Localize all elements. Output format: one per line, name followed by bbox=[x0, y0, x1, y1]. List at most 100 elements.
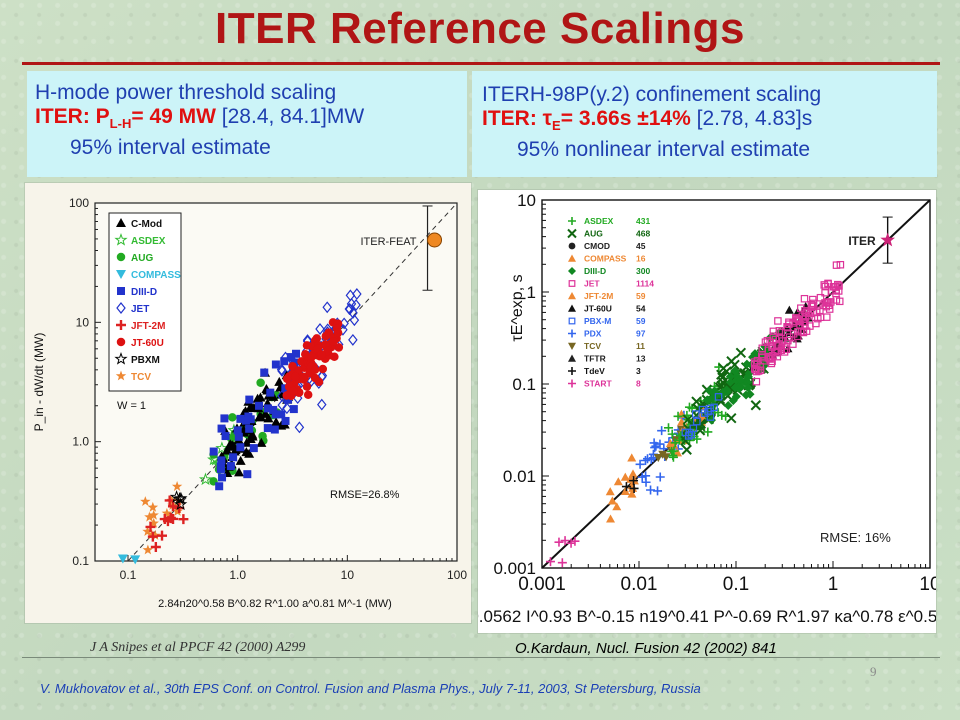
data-point bbox=[793, 314, 801, 323]
x-tick-label: 10 bbox=[919, 574, 936, 595]
data-point bbox=[715, 396, 727, 407]
legend-marker bbox=[568, 304, 576, 312]
threshold-iter-label: ITER: P bbox=[35, 105, 110, 128]
threshold-iter-value: = 49 MW bbox=[131, 105, 216, 128]
data-point bbox=[241, 416, 250, 425]
data-point bbox=[782, 345, 791, 354]
data-point bbox=[173, 497, 188, 511]
data-point bbox=[234, 467, 245, 477]
y-tick-label: 10 bbox=[517, 191, 536, 210]
data-point bbox=[669, 440, 679, 449]
legend-count: 3 bbox=[636, 366, 641, 376]
data-point bbox=[607, 496, 617, 505]
data-point bbox=[245, 395, 254, 404]
data-point bbox=[716, 369, 727, 380]
y-axis-label: P_in - dW/dt (MW) bbox=[32, 333, 46, 432]
legend-marker bbox=[568, 379, 576, 388]
data-point bbox=[288, 361, 297, 371]
legend-marker bbox=[116, 252, 126, 262]
data-point bbox=[714, 393, 723, 401]
data-point bbox=[813, 308, 821, 316]
data-point bbox=[301, 350, 310, 359]
data-point bbox=[130, 555, 141, 565]
data-point bbox=[271, 410, 280, 419]
legend-marker bbox=[568, 367, 576, 375]
data-point bbox=[754, 367, 763, 375]
data-point bbox=[620, 472, 630, 481]
data-point bbox=[333, 328, 343, 338]
data-point bbox=[774, 317, 782, 325]
data-point bbox=[266, 388, 275, 397]
data-point bbox=[217, 424, 226, 433]
data-point bbox=[271, 417, 282, 427]
data-point bbox=[178, 514, 189, 525]
data-point bbox=[209, 447, 218, 456]
legend: C-Mod ASDEX AUG COMPASS DIII-D JET JFT-2M JT-60… bbox=[108, 212, 182, 392]
data-point bbox=[725, 377, 735, 387]
data-point bbox=[821, 299, 829, 307]
data-point bbox=[229, 446, 240, 456]
data-point bbox=[745, 389, 755, 399]
data-point bbox=[707, 393, 717, 403]
data-point bbox=[318, 364, 328, 374]
x-tick-label: 0.1 bbox=[120, 568, 137, 582]
data-point bbox=[317, 398, 327, 411]
legend-marker bbox=[117, 287, 125, 295]
legend-label: ASDEX bbox=[131, 236, 166, 247]
data-point bbox=[640, 456, 650, 466]
threshold-iter-interval: [28.4, 84.1]MW bbox=[221, 105, 365, 128]
data-point bbox=[322, 301, 332, 314]
data-point bbox=[673, 411, 683, 421]
x-tick-label: 1 bbox=[828, 574, 839, 595]
data-point bbox=[284, 395, 293, 404]
data-point bbox=[635, 459, 645, 469]
data-point bbox=[621, 482, 631, 492]
data-point bbox=[282, 391, 291, 400]
confinement-iter-tau: τ bbox=[542, 107, 553, 130]
data-point bbox=[554, 537, 564, 547]
data-point bbox=[289, 386, 298, 396]
data-point bbox=[743, 377, 753, 387]
footer-reference: V. Mukhovatov et al., 30th EPS Conf. on … bbox=[40, 681, 701, 696]
data-point bbox=[755, 349, 765, 359]
confinement-iter-line: ITER: τE= 3.66s ±14% [2.78, 4.83]s bbox=[482, 107, 937, 138]
legend-label: COMPASS bbox=[131, 270, 181, 281]
threshold-interval-note: 95% interval estimate bbox=[70, 136, 271, 160]
data-point bbox=[812, 319, 820, 328]
data-point bbox=[797, 304, 805, 312]
data-point bbox=[653, 486, 663, 496]
legend-count: 45 bbox=[636, 241, 646, 251]
data-point bbox=[773, 352, 782, 361]
legend-marker bbox=[568, 317, 576, 325]
legend-marker bbox=[116, 320, 126, 330]
legend-label: JFT-2M bbox=[584, 291, 613, 301]
threshold-iter-line: ITER: PL-H= 49 MW [28.4, 84.1]MW bbox=[35, 105, 467, 136]
legend-label: JT-60U bbox=[584, 304, 612, 314]
legend-label: AUG bbox=[131, 253, 153, 264]
data-point bbox=[637, 472, 647, 482]
data-point bbox=[789, 340, 797, 348]
data-point bbox=[317, 350, 326, 359]
data-point bbox=[246, 415, 255, 424]
legend-marker bbox=[567, 228, 577, 239]
data-point bbox=[629, 476, 639, 486]
data-point bbox=[215, 441, 229, 455]
data-point bbox=[723, 401, 733, 411]
iter-label: ITER bbox=[848, 234, 876, 248]
data-point bbox=[161, 507, 173, 518]
data-point bbox=[249, 444, 258, 453]
legend-count: 8 bbox=[636, 379, 641, 389]
data-point bbox=[291, 372, 300, 381]
threshold-iter-sub: L-H bbox=[109, 116, 132, 132]
data-point bbox=[148, 517, 159, 528]
data-point bbox=[140, 496, 151, 506]
data-point bbox=[297, 357, 306, 366]
x-tick-label: 0.1 bbox=[723, 574, 749, 595]
legend-label: ASDEX bbox=[584, 216, 614, 226]
data-point bbox=[281, 416, 290, 425]
y-tick-label: 0.1 bbox=[72, 554, 89, 568]
data-point bbox=[663, 423, 673, 433]
data-point bbox=[643, 454, 653, 464]
legend-count: 54 bbox=[636, 304, 646, 314]
data-point bbox=[702, 395, 712, 405]
